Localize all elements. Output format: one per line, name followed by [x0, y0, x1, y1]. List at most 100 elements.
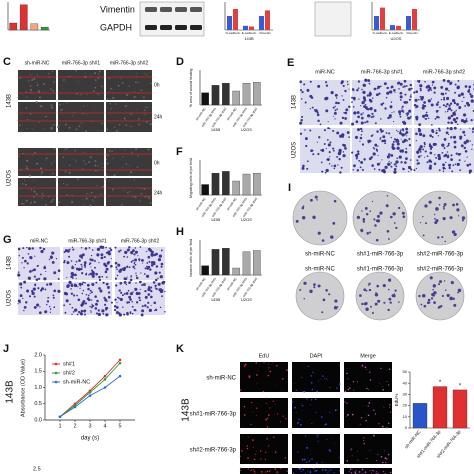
cell: [377, 145, 379, 147]
cell: [453, 140, 457, 144]
cell: [349, 387, 351, 389]
cell: [104, 303, 107, 306]
row-label: sh-miR-NC: [206, 376, 236, 382]
colony: [446, 293, 450, 297]
cell: [142, 283, 146, 286]
bar: [253, 82, 261, 106]
cell: [132, 196, 134, 198]
colony: [457, 291, 459, 294]
cell: [122, 167, 124, 168]
cell: [138, 292, 141, 295]
legend-swatch: [54, 371, 58, 375]
cell: [58, 131, 60, 133]
cell: [357, 87, 360, 89]
cell: [21, 150, 23, 151]
cell: [126, 93, 129, 97]
cell: [399, 91, 403, 95]
cell: [239, 455, 241, 457]
significance-mark: *: [459, 383, 462, 389]
cell-line-label: 143B: [5, 380, 16, 404]
y-axis-label: % area of wound healing: [189, 69, 193, 108]
colony: [332, 221, 336, 225]
cell: [63, 251, 66, 254]
cell: [17, 271, 20, 273]
colony: [450, 280, 454, 285]
cell: [416, 159, 418, 161]
cell: [44, 288, 47, 291]
cell: [305, 144, 308, 148]
cell: [274, 468, 277, 470]
cell: [144, 72, 146, 74]
cell: [339, 121, 343, 125]
cell: [33, 195, 35, 198]
cell: [402, 149, 404, 151]
cell: [33, 180, 35, 182]
cell: [122, 306, 124, 309]
cell: [377, 155, 379, 157]
cell: [410, 168, 413, 171]
colony: [313, 286, 316, 289]
cell: [310, 450, 312, 451]
cell: [454, 91, 456, 94]
cell: [267, 374, 270, 377]
cell: [134, 196, 137, 198]
colony: [333, 306, 338, 310]
cell: [95, 312, 99, 315]
cell: [39, 246, 42, 250]
y-axis-label: Absorbance (OD Value): [20, 359, 26, 417]
cell: [348, 136, 350, 138]
cell: [21, 256, 24, 259]
cell: [403, 101, 405, 103]
cell: [148, 149, 150, 151]
cell: [423, 143, 426, 146]
cell: [279, 421, 281, 423]
cell: [144, 192, 146, 194]
cell: [19, 294, 23, 298]
colony: [440, 305, 443, 308]
cell: [310, 404, 312, 406]
cell: [126, 311, 129, 315]
cell: [293, 383, 295, 384]
column-header: Merge: [360, 353, 376, 359]
colony: [364, 207, 368, 210]
colony: [359, 294, 362, 297]
bar: [242, 173, 251, 196]
cell: [117, 84, 120, 87]
cell: [413, 103, 417, 107]
cell: [408, 87, 411, 91]
cell: [95, 302, 98, 306]
category-label: Vimentin: [259, 31, 271, 35]
blot-label: Vimentin: [100, 4, 135, 14]
cell: [406, 115, 409, 117]
cell: [242, 426, 244, 428]
cell: [128, 266, 131, 269]
cell: [149, 201, 152, 204]
cell: [366, 387, 368, 390]
cell: [306, 446, 308, 449]
cell: [71, 200, 74, 203]
cell: [52, 89, 54, 92]
colony: [424, 204, 428, 208]
colony-dish: [355, 271, 405, 321]
cell: [128, 85, 130, 87]
colony: [418, 294, 421, 298]
cell: [401, 105, 404, 108]
cell: [341, 95, 343, 97]
cell: [138, 299, 141, 302]
cell: [97, 309, 101, 312]
cell: [367, 405, 369, 407]
cell: [26, 127, 28, 129]
colony: [461, 216, 466, 220]
cell: [22, 247, 25, 250]
cell: [252, 411, 254, 413]
cell: [145, 250, 148, 253]
cell: [86, 297, 90, 301]
cell: [444, 92, 447, 95]
colony: [328, 293, 331, 296]
cell: [25, 107, 28, 110]
cell: [334, 93, 338, 97]
cell: [30, 188, 32, 191]
cell: [469, 140, 471, 142]
cell: [370, 116, 373, 119]
cell: [45, 159, 47, 161]
